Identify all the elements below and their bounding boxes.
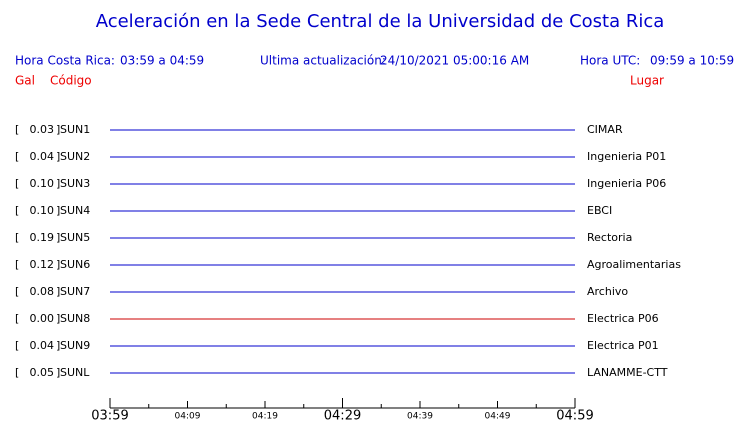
- tick-label: 04:39: [407, 412, 433, 422]
- update-label: Ultima actualización:: [260, 54, 386, 68]
- tick-label: 04:29: [324, 409, 361, 423]
- update-value: 24/10/2021 05:00:16 AM: [380, 54, 529, 68]
- place-heading: Lugar: [630, 74, 664, 88]
- bracket: ]: [56, 231, 60, 244]
- station-code: SUN8: [60, 312, 90, 325]
- local-range: 03:59 a 04:59: [120, 54, 204, 68]
- station-code: SUNL: [60, 366, 90, 379]
- station-place: Ingenieria P06: [587, 177, 666, 190]
- tick-label: 04:59: [556, 409, 593, 423]
- bracket: [: [15, 150, 19, 163]
- code-heading: Código: [50, 74, 92, 88]
- station-place: Rectoria: [587, 231, 632, 244]
- gal-value: 0.03: [30, 123, 55, 136]
- gal-value: 0.19: [30, 231, 55, 244]
- station-code: SUN9: [60, 339, 90, 352]
- bracket: ]: [56, 285, 60, 298]
- bracket: [: [15, 366, 19, 379]
- bracket: ]: [56, 312, 60, 325]
- station-code: SUN2: [60, 150, 90, 163]
- bracket: [: [15, 339, 19, 352]
- station-code: SUN3: [60, 177, 90, 190]
- bracket: [: [15, 312, 19, 325]
- gal-value: 0.08: [30, 285, 55, 298]
- bracket: ]: [56, 150, 60, 163]
- bracket: ]: [56, 177, 60, 190]
- bracket: [: [15, 285, 19, 298]
- gal-value: 0.04: [30, 339, 55, 352]
- station-code: SUN1: [60, 123, 90, 136]
- gal-value: 0.10: [30, 177, 55, 190]
- station-code: SUN4: [60, 204, 90, 217]
- station-code: SUN6: [60, 258, 90, 271]
- title: Aceleración en la Sede Central de la Uni…: [96, 11, 665, 32]
- local-label: Hora Costa Rica:: [15, 54, 115, 68]
- bracket: ]: [56, 366, 60, 379]
- bracket: [: [15, 177, 19, 190]
- station-place: Ingenieria P01: [587, 150, 666, 163]
- bracket: [: [15, 123, 19, 136]
- gal-value: 0.04: [30, 150, 55, 163]
- bracket: ]: [56, 258, 60, 271]
- utc-range: 09:59 a 10:59: [650, 54, 734, 68]
- utc-label: Hora UTC:: [580, 54, 640, 68]
- station-place: Electrica P06: [587, 312, 659, 325]
- tick-label: 04:49: [485, 412, 511, 422]
- bracket: ]: [56, 123, 60, 136]
- gal-heading: Gal: [15, 74, 35, 88]
- station-place: Agroalimentarias: [587, 258, 681, 271]
- tick-label: 04:09: [175, 412, 201, 422]
- station-code: SUN7: [60, 285, 90, 298]
- gal-value: 0.05: [30, 366, 55, 379]
- tick-label: 04:19: [252, 412, 278, 422]
- gal-value: 0.12: [30, 258, 55, 271]
- gal-value: 0.00: [30, 312, 55, 325]
- station-place: Electrica P01: [587, 339, 659, 352]
- bracket: ]: [56, 204, 60, 217]
- station-code: SUN5: [60, 231, 90, 244]
- bracket: ]: [56, 339, 60, 352]
- bracket: [: [15, 231, 19, 244]
- station-place: CIMAR: [587, 123, 623, 136]
- tick-label: 03:59: [91, 409, 128, 423]
- station-place: LANAMME-CTT: [587, 366, 668, 379]
- bracket: [: [15, 258, 19, 271]
- station-place: EBCI: [587, 204, 612, 217]
- gal-value: 0.10: [30, 204, 55, 217]
- bracket: [: [15, 204, 19, 217]
- station-place: Archivo: [587, 285, 628, 298]
